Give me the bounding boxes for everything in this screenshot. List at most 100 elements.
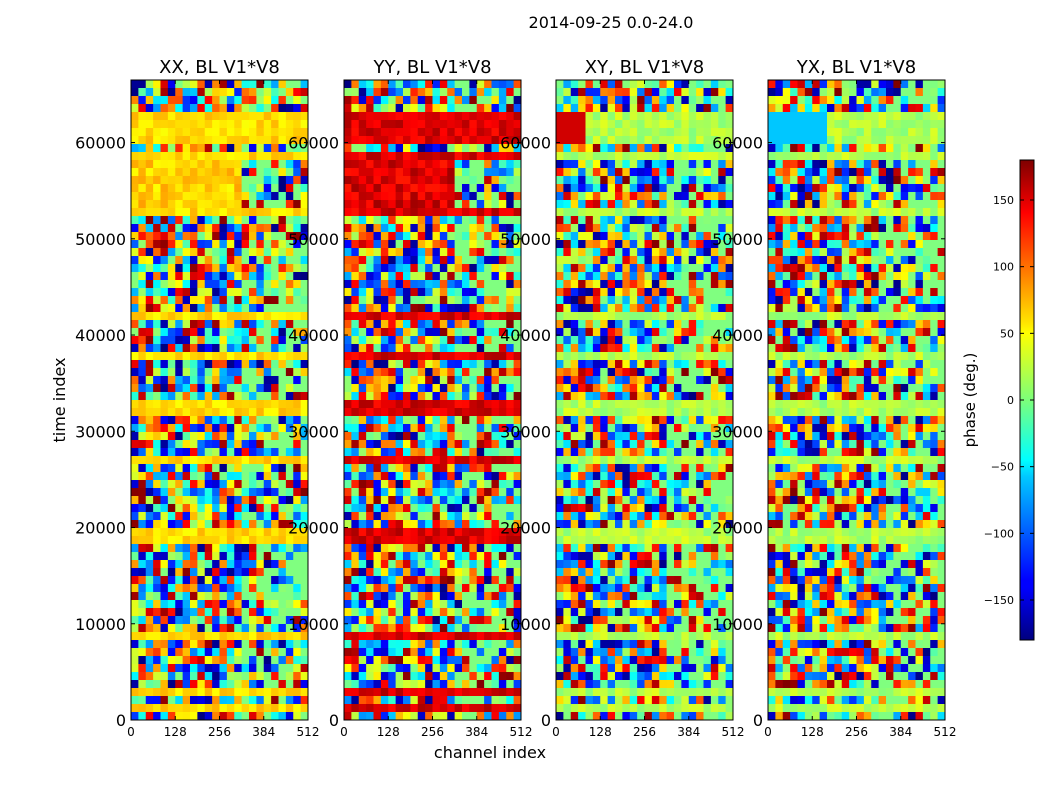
heatmap-cell [476,512,485,521]
heatmap-cell [234,352,243,361]
heatmap-cell [234,304,243,313]
heatmap-cell [725,344,734,353]
heatmap-cell [491,520,500,529]
heatmap-cell [226,640,235,649]
heatmap-cell [592,200,601,209]
heatmap-cell [249,120,257,129]
heatmap-cell [498,104,507,113]
heatmap-cell [182,104,191,113]
heatmap-cell [138,512,147,521]
heatmap-cell [249,144,257,153]
heatmap-cell [410,424,419,433]
heatmap-cell [226,336,235,345]
heatmap-cell [432,488,441,497]
heatmap-cell [674,144,682,153]
heatmap-cell [469,176,478,185]
heatmap-cell [271,192,279,201]
heatmap-cell [462,496,470,505]
heatmap-cell [138,88,147,97]
heatmap-cell [226,408,235,417]
heatmap-cell [293,384,302,393]
heatmap-cell [388,576,397,585]
heatmap-cell [131,672,139,681]
heatmap-cell [491,96,500,105]
heatmap-cell [513,320,522,329]
heatmap-cell [145,80,154,89]
heatmap-cell [249,576,257,585]
heatmap-cell [462,552,470,561]
heatmap-cell [395,376,404,385]
heatmap-cell [439,208,448,217]
heatmap-cell [300,384,309,393]
heatmap-cell [425,648,433,657]
heatmap-cell [417,328,426,337]
heatmap-cell [175,184,184,193]
heatmap-cell [131,552,139,561]
heatmap-cell [204,256,213,265]
heatmap-cell [234,592,243,601]
heatmap-cell [570,320,579,329]
heatmap-cell [249,176,257,185]
heatmap-cell [570,304,579,313]
heatmap-cell [380,256,389,265]
heatmap-cell [578,88,586,97]
heatmap-cell [703,424,712,433]
heatmap-cell [351,128,360,137]
heatmap-cell [160,112,169,121]
heatmap-cell [358,528,367,537]
heatmap-cell [182,152,191,161]
heatmap-cell [380,368,389,377]
heatmap-cell [271,304,279,313]
heatmap-cell [498,384,507,393]
heatmap-cell [380,216,389,225]
heatmap-cell [585,80,594,89]
heatmap-cell [585,336,594,345]
heatmap-cell [644,424,653,433]
heatmap-cell [351,384,360,393]
heatmap-cell [454,88,463,97]
heatmap-cell [476,552,485,561]
heatmap-cell [410,144,419,153]
heatmap-cell [570,312,579,321]
heatmap-cell [358,248,367,257]
heatmap-cell [226,160,235,169]
heatmap-cell [145,432,154,441]
heatmap-cell [344,360,352,369]
heatmap-cell [388,632,397,641]
heatmap-cell [513,592,522,601]
heatmap-cell [513,224,522,233]
heatmap-cell [484,312,492,321]
heatmap-cell [417,424,426,433]
heatmap-cell [300,504,309,513]
heatmap-cell [131,232,139,241]
heatmap-cell [175,296,184,305]
heatmap-cell [234,256,243,265]
heatmap-cell [182,696,191,705]
heatmap-cell [388,320,397,329]
heatmap-cell [204,680,213,689]
heatmap-cell [476,536,485,545]
heatmap-cell [674,416,682,425]
heatmap-cell [358,616,367,625]
heatmap-cell [300,160,309,169]
heatmap-cell [190,280,198,289]
heatmap-cell [417,144,426,153]
heatmap-cell [271,448,279,457]
heatmap-cell [703,200,712,209]
heatmap-cell [447,408,456,417]
heatmap-cell [344,416,352,425]
heatmap-cell [725,280,734,289]
heatmap-cell [454,208,463,217]
heatmap-cell [703,80,712,89]
heatmap-cell [666,272,675,281]
heatmap-cell [344,496,352,505]
heatmap-cell [696,344,704,353]
heatmap-cell [131,704,139,713]
heatmap-cell [651,304,660,313]
heatmap-cell [432,256,441,265]
heatmap-cell [366,280,374,289]
heatmap-cell [578,144,586,153]
heatmap-cell [696,240,704,249]
heatmap-cell [234,176,243,185]
heatmap-cell [644,304,653,313]
